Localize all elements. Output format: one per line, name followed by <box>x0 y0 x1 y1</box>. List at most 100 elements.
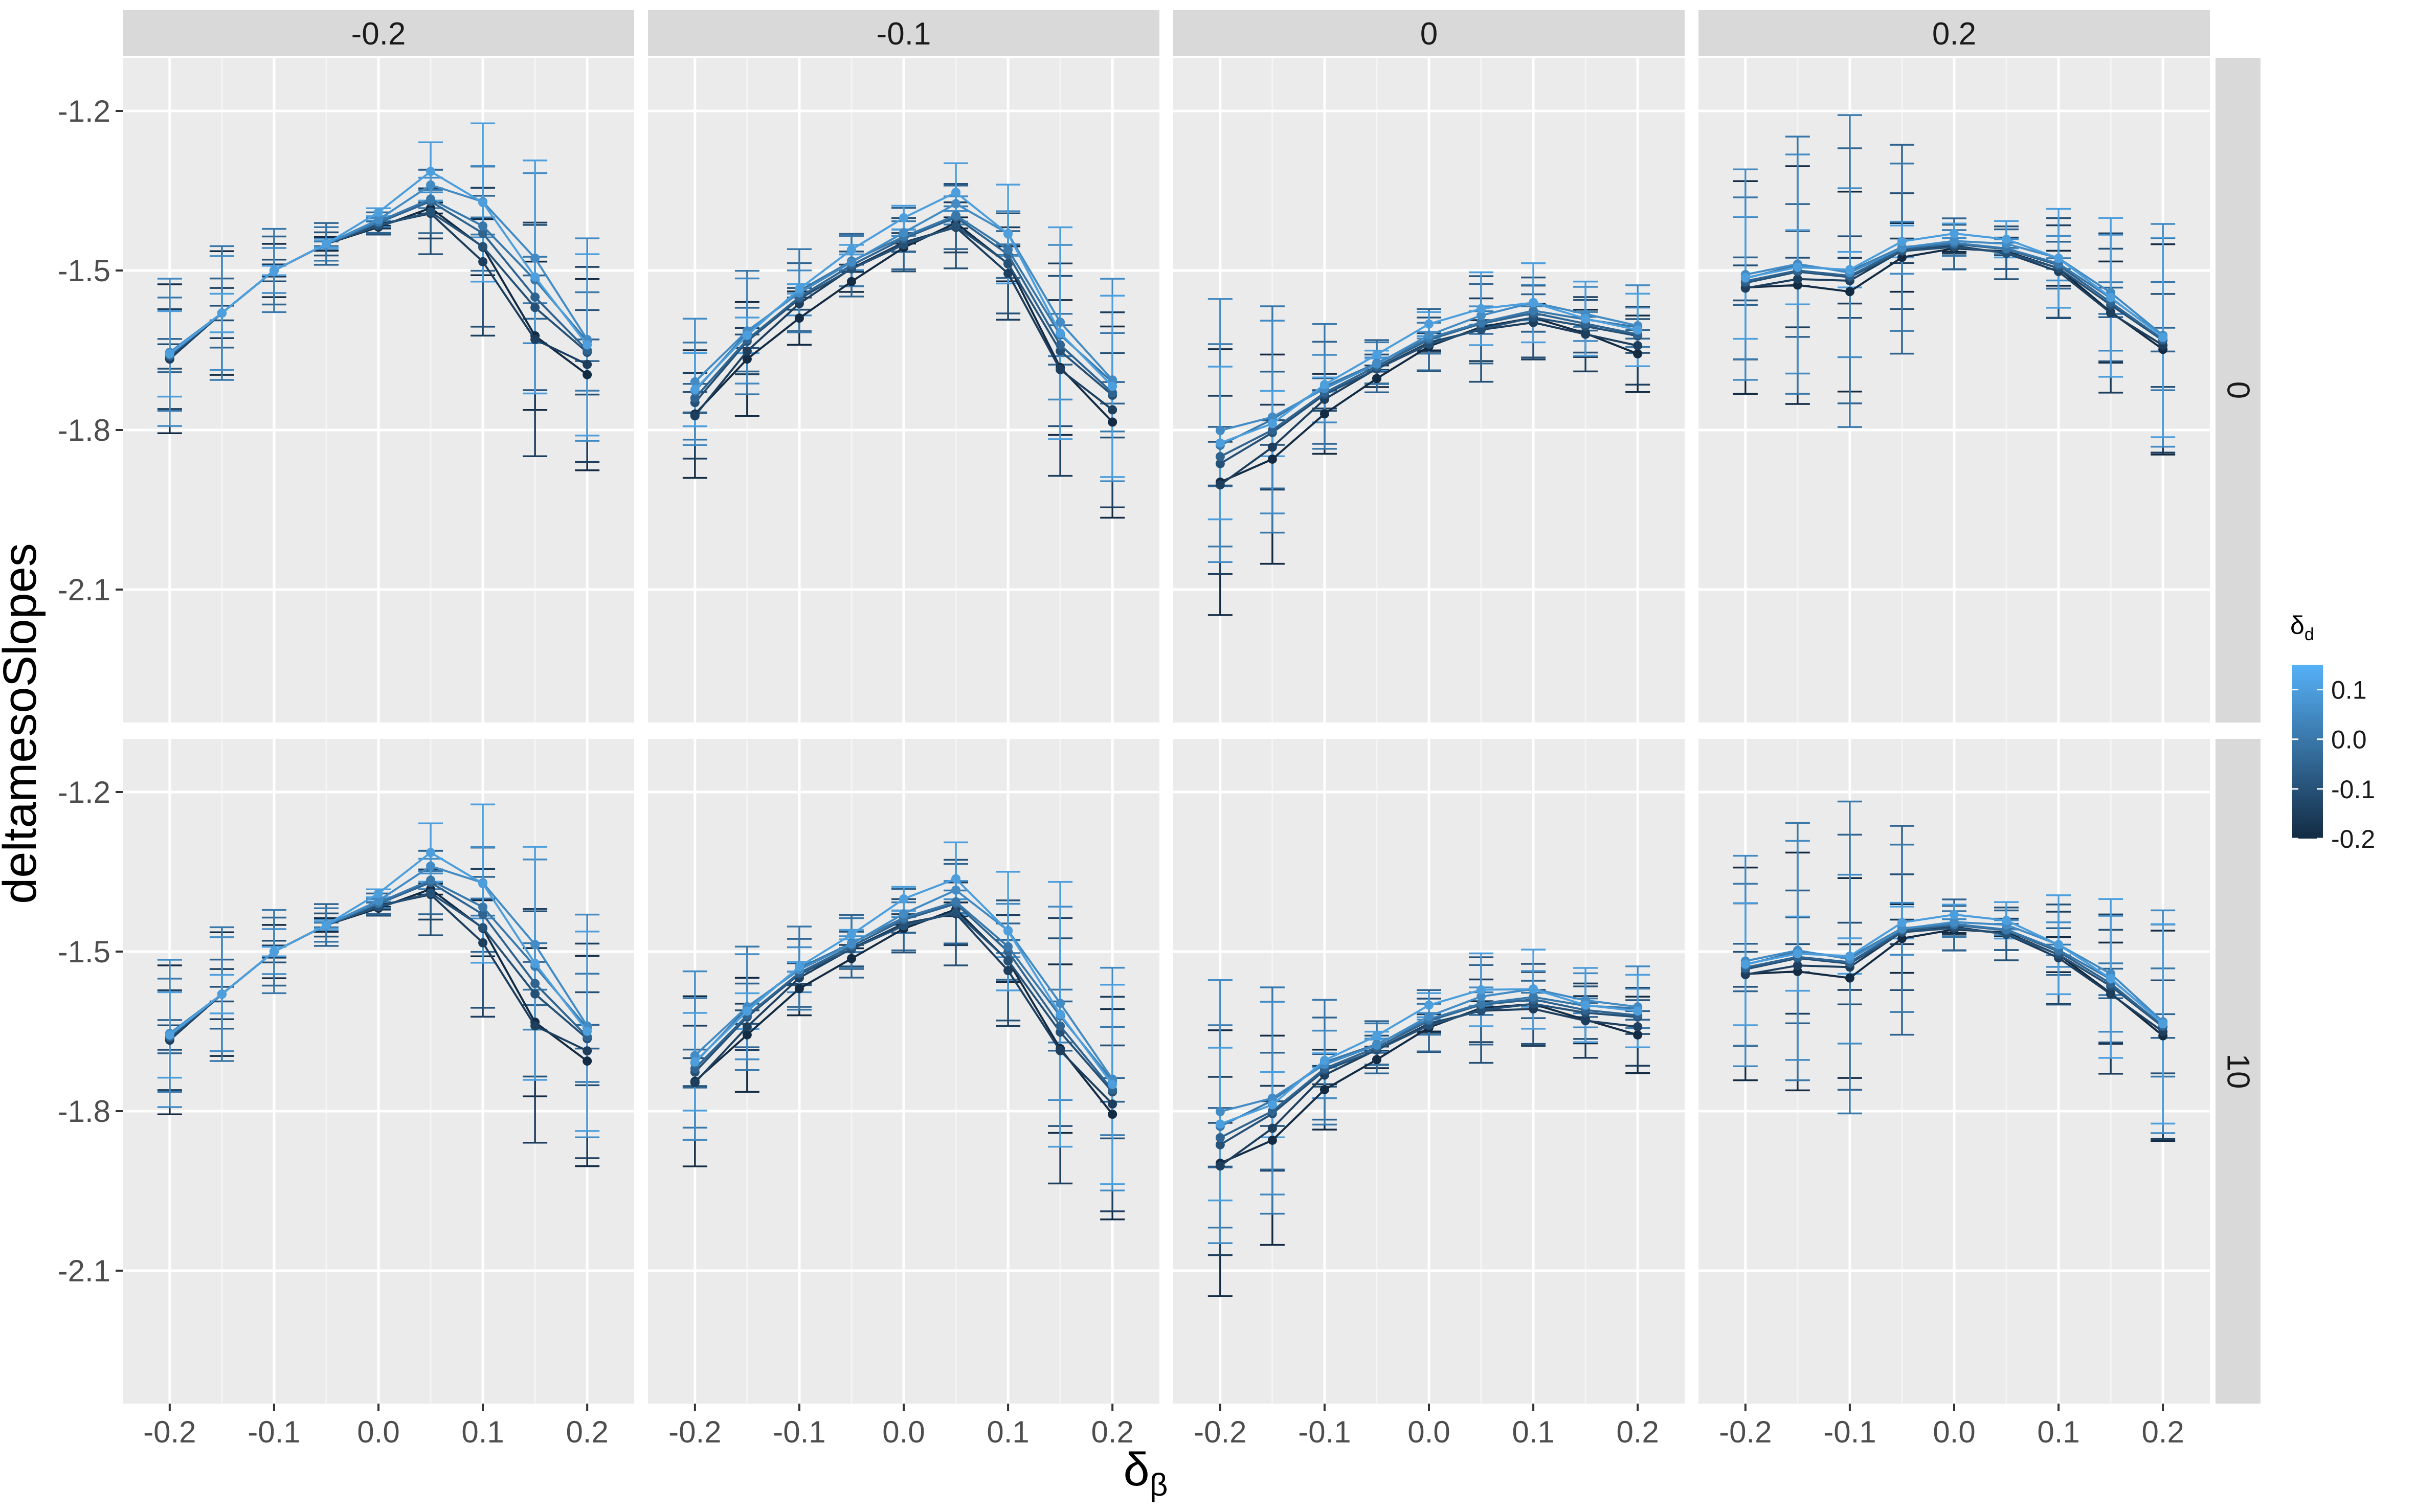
data-point <box>426 875 436 885</box>
column-strip <box>1173 10 1685 56</box>
data-point <box>2106 292 2116 302</box>
data-point <box>1056 999 1065 1008</box>
data-point <box>1950 910 1959 919</box>
panel-data-1-1 <box>682 841 1125 1221</box>
data-point <box>846 277 856 286</box>
column-strip <box>1698 10 2210 56</box>
column-strip-label: 0.2 <box>1932 16 1976 52</box>
data-point <box>1056 328 1065 338</box>
data-point <box>1267 1093 1277 1103</box>
data-point <box>1581 329 1591 339</box>
data-point <box>217 989 227 999</box>
data-point <box>2158 332 2168 342</box>
data-point <box>1950 917 1959 927</box>
data-point <box>1108 381 1117 391</box>
data-point <box>1003 259 1013 268</box>
data-point <box>1108 1079 1117 1089</box>
y-tick-label: -2.1 <box>58 573 110 607</box>
data-point <box>583 1056 592 1066</box>
y-tick-label: -1.5 <box>58 935 110 969</box>
data-point <box>1633 341 1643 350</box>
y-tick-label: -1.2 <box>58 775 110 809</box>
data-point <box>1319 380 1329 390</box>
data-point <box>2106 989 2116 999</box>
data-point <box>1950 229 1959 238</box>
row-strip-label: 0 <box>2221 381 2256 399</box>
data-point <box>1108 388 1117 398</box>
data-point <box>951 188 961 197</box>
data-point <box>899 213 908 222</box>
panels-layer <box>123 58 2210 1404</box>
data-point <box>478 221 488 231</box>
x-tick-label: 0.2 <box>2141 1415 2184 1449</box>
data-point <box>165 349 174 359</box>
data-point <box>321 239 331 249</box>
data-point <box>1267 1107 1277 1116</box>
data-point <box>1424 1000 1434 1010</box>
data-point <box>1215 480 1225 490</box>
data-point <box>951 199 961 209</box>
y-tick-label: -2.1 <box>58 1254 110 1288</box>
data-point <box>426 194 436 204</box>
data-point <box>530 272 540 282</box>
data-point <box>1477 304 1486 313</box>
data-point <box>1267 1123 1277 1133</box>
data-point <box>1003 268 1013 278</box>
data-point <box>1372 350 1381 359</box>
data-point <box>1215 426 1225 436</box>
data-point <box>1477 985 1486 995</box>
data-point <box>374 889 383 898</box>
row-strip <box>2216 58 2261 723</box>
data-point <box>1003 956 1013 965</box>
legend-label: 0.1 <box>2331 676 2367 705</box>
x-axis-label-symbol: δ <box>1124 1443 1150 1496</box>
data-point <box>1056 340 1065 350</box>
x-tick-label: 0.0 <box>1407 1415 1450 1449</box>
data-point <box>165 1030 174 1040</box>
data-point <box>742 1030 752 1040</box>
data-point <box>478 879 488 889</box>
data-point <box>1267 419 1277 428</box>
data-point <box>1793 949 1802 959</box>
data-point <box>690 393 700 403</box>
data-point <box>2158 1019 2168 1029</box>
data-point <box>426 861 436 871</box>
data-point <box>478 910 488 919</box>
data-point <box>690 377 700 387</box>
data-point <box>1215 452 1225 461</box>
data-point <box>1003 942 1013 952</box>
x-tick-label: 0.0 <box>882 1415 925 1449</box>
legend-label: -0.2 <box>2331 825 2375 853</box>
data-point <box>794 962 804 972</box>
data-point <box>846 257 856 267</box>
data-point <box>1108 375 1117 385</box>
data-point <box>478 257 488 266</box>
data-point <box>846 954 856 963</box>
data-point <box>2106 308 2116 318</box>
data-point <box>1215 438 1225 448</box>
data-point <box>1477 311 1486 321</box>
data-point <box>1529 992 1538 1002</box>
data-point <box>374 208 383 217</box>
data-point <box>530 334 540 344</box>
data-point <box>1793 961 1802 971</box>
data-point <box>1215 1133 1225 1142</box>
data-point <box>1108 417 1117 427</box>
data-point <box>426 848 436 857</box>
data-point <box>1108 405 1117 415</box>
data-point <box>530 989 540 999</box>
data-point <box>1372 1055 1381 1065</box>
panel-1-1 <box>648 739 1159 1404</box>
y-tick-label: -1.5 <box>58 254 110 288</box>
data-point <box>2054 940 2064 950</box>
data-point <box>1215 1140 1225 1149</box>
data-point <box>846 930 856 939</box>
data-point <box>530 303 540 312</box>
data-point <box>530 1021 540 1031</box>
data-point <box>1056 1009 1065 1019</box>
data-point <box>1581 1016 1591 1026</box>
column-strip-label: -0.2 <box>351 16 406 52</box>
data-point <box>690 1057 700 1067</box>
